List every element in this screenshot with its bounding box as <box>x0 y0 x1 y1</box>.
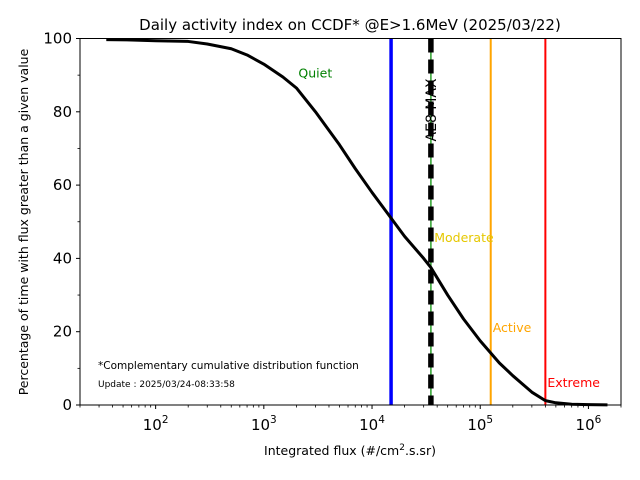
x-axis-label-sup: 2 <box>399 443 405 453</box>
y-axis-label: Percentage of time with flux greater tha… <box>16 48 31 395</box>
y-tick-label: 100 <box>43 30 72 48</box>
x-tick-base: 10 <box>251 416 270 434</box>
x-tick-exponent: 3 <box>270 414 277 426</box>
x-tick-label: 106 <box>576 414 602 434</box>
x-tick-base: 10 <box>143 416 162 434</box>
chart-title: Daily activity index on CCDF* @E>1.6MeV … <box>139 16 561 34</box>
threshold-label-moderate: Moderate <box>434 230 494 245</box>
ae8-max-label: AE8 MAX <box>424 78 440 141</box>
y-tick-label: 60 <box>53 176 72 194</box>
ccdf-note: *Complementary cumulative distribution f… <box>98 360 359 372</box>
x-tick-label: 105 <box>467 414 493 434</box>
threshold-label-extreme: Extreme <box>547 375 600 390</box>
y-tick-label: 20 <box>53 323 72 341</box>
update-timestamp: Update : 2025/03/24-08:33:58 <box>98 380 235 390</box>
x-tick-label: 104 <box>359 414 385 434</box>
x-tick-base: 10 <box>359 416 378 434</box>
y-tick-label: 0 <box>62 396 72 414</box>
x-axis: 102 103 104 105 106 <box>79 405 622 434</box>
x-tick-exponent: 5 <box>486 414 493 426</box>
threshold-label-active: Active <box>493 320 532 335</box>
plot-frame <box>79 38 622 406</box>
x-tick-exponent: 4 <box>378 414 385 426</box>
x-tick-exponent: 6 <box>595 414 602 426</box>
plot-area: Quiet Moderate Active Extreme AE8 MAX <box>106 38 608 407</box>
x-tick-base: 10 <box>467 416 486 434</box>
y-axis: 0 20 40 60 80 100 <box>43 30 80 414</box>
x-axis-label: Integrated flux (#/cm2.s.sr) <box>264 443 436 458</box>
x-axis-label-tail: .s.sr) <box>405 443 436 458</box>
ccdf-curve <box>106 38 608 407</box>
threshold-label-quiet: Quiet <box>298 65 332 80</box>
y-tick-label: 40 <box>53 249 72 267</box>
x-tick-label: 103 <box>251 414 277 434</box>
x-axis-label-base: Integrated flux (#/cm <box>264 443 399 458</box>
x-tick-base: 10 <box>576 416 595 434</box>
y-tick-label: 80 <box>53 103 72 121</box>
x-tick-exponent: 2 <box>162 414 169 426</box>
x-tick-label: 102 <box>143 414 169 434</box>
